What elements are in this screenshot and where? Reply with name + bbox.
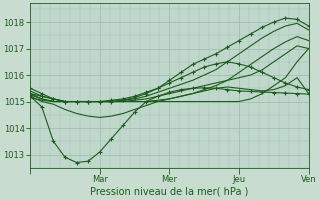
X-axis label: Pression niveau de la mer( hPa ): Pression niveau de la mer( hPa ) bbox=[90, 187, 249, 197]
